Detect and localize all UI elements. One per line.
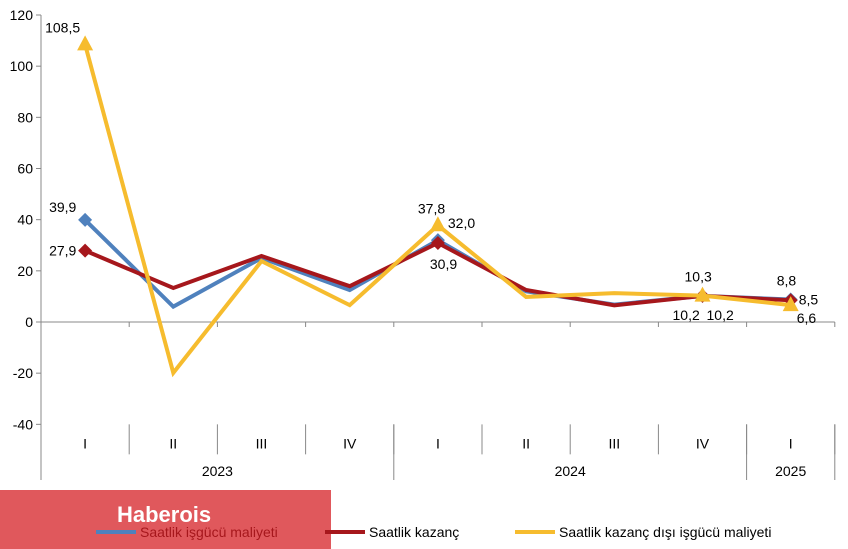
data-label: 8,8 [777,272,797,288]
x-tick-label: IV [696,435,710,451]
data-label: 10,2 [673,307,700,323]
y-tick-label: 100 [10,58,34,74]
y-tick-label: 0 [25,314,33,330]
legend-item: Saatlik işgücü maliyeti [96,524,278,540]
y-tick-label: 60 [17,161,33,177]
x-tick-label: III [256,435,268,451]
data-label: 30,9 [430,256,457,272]
y-tick-label: -40 [13,416,33,432]
data-point-triangle [429,216,446,232]
legend-item: Saatlik kazanç [325,524,459,540]
data-point-diamond [430,235,445,250]
data-label: 10,3 [685,269,712,285]
y-tick-label: 120 [10,7,34,23]
legend-label: Saatlik kazanç [369,524,460,540]
legend-item: Saatlik kazanç dışı işgücü maliyeti [515,524,771,540]
legend-swatch [96,530,136,534]
x-tick-label: I [83,435,87,451]
y-tick-label: 20 [17,263,33,279]
data-label: 39,9 [49,199,76,215]
data-label: 37,8 [418,200,445,216]
x-tick-label: I [789,435,793,451]
data-point-diamond [78,212,93,227]
legend-label: Saatlik işgücü maliyeti [140,524,278,540]
data-point-triangle [782,296,799,312]
legend-swatch [325,530,365,534]
y-tick-label: 40 [17,212,33,228]
data-point-triangle [694,286,711,302]
year-label: 2024 [555,463,586,479]
legend-swatch [515,530,555,534]
data-point-triangle [77,35,94,51]
legend-label: Saatlik kazanç dışı işgücü maliyeti [559,524,772,540]
data-label: 8,5 [799,291,819,307]
data-label: 108,5 [45,19,80,35]
year-label: 2025 [775,463,806,479]
x-tick-label: I [436,435,440,451]
data-label: 27,9 [49,243,76,259]
y-tick-label: -20 [13,365,33,381]
x-tick-label: III [608,435,620,451]
x-tick-label: IV [343,435,357,451]
year-label: 2023 [202,463,233,479]
y-tick-label: 80 [17,109,33,125]
x-tick-label: II [522,435,530,451]
data-label: 6,6 [797,310,817,326]
data-label: 10,2 [707,307,734,323]
data-label: 32,0 [448,215,475,231]
x-tick-label: II [169,435,177,451]
data-point-diamond [78,243,93,258]
watermark: Haberois [0,490,331,549]
